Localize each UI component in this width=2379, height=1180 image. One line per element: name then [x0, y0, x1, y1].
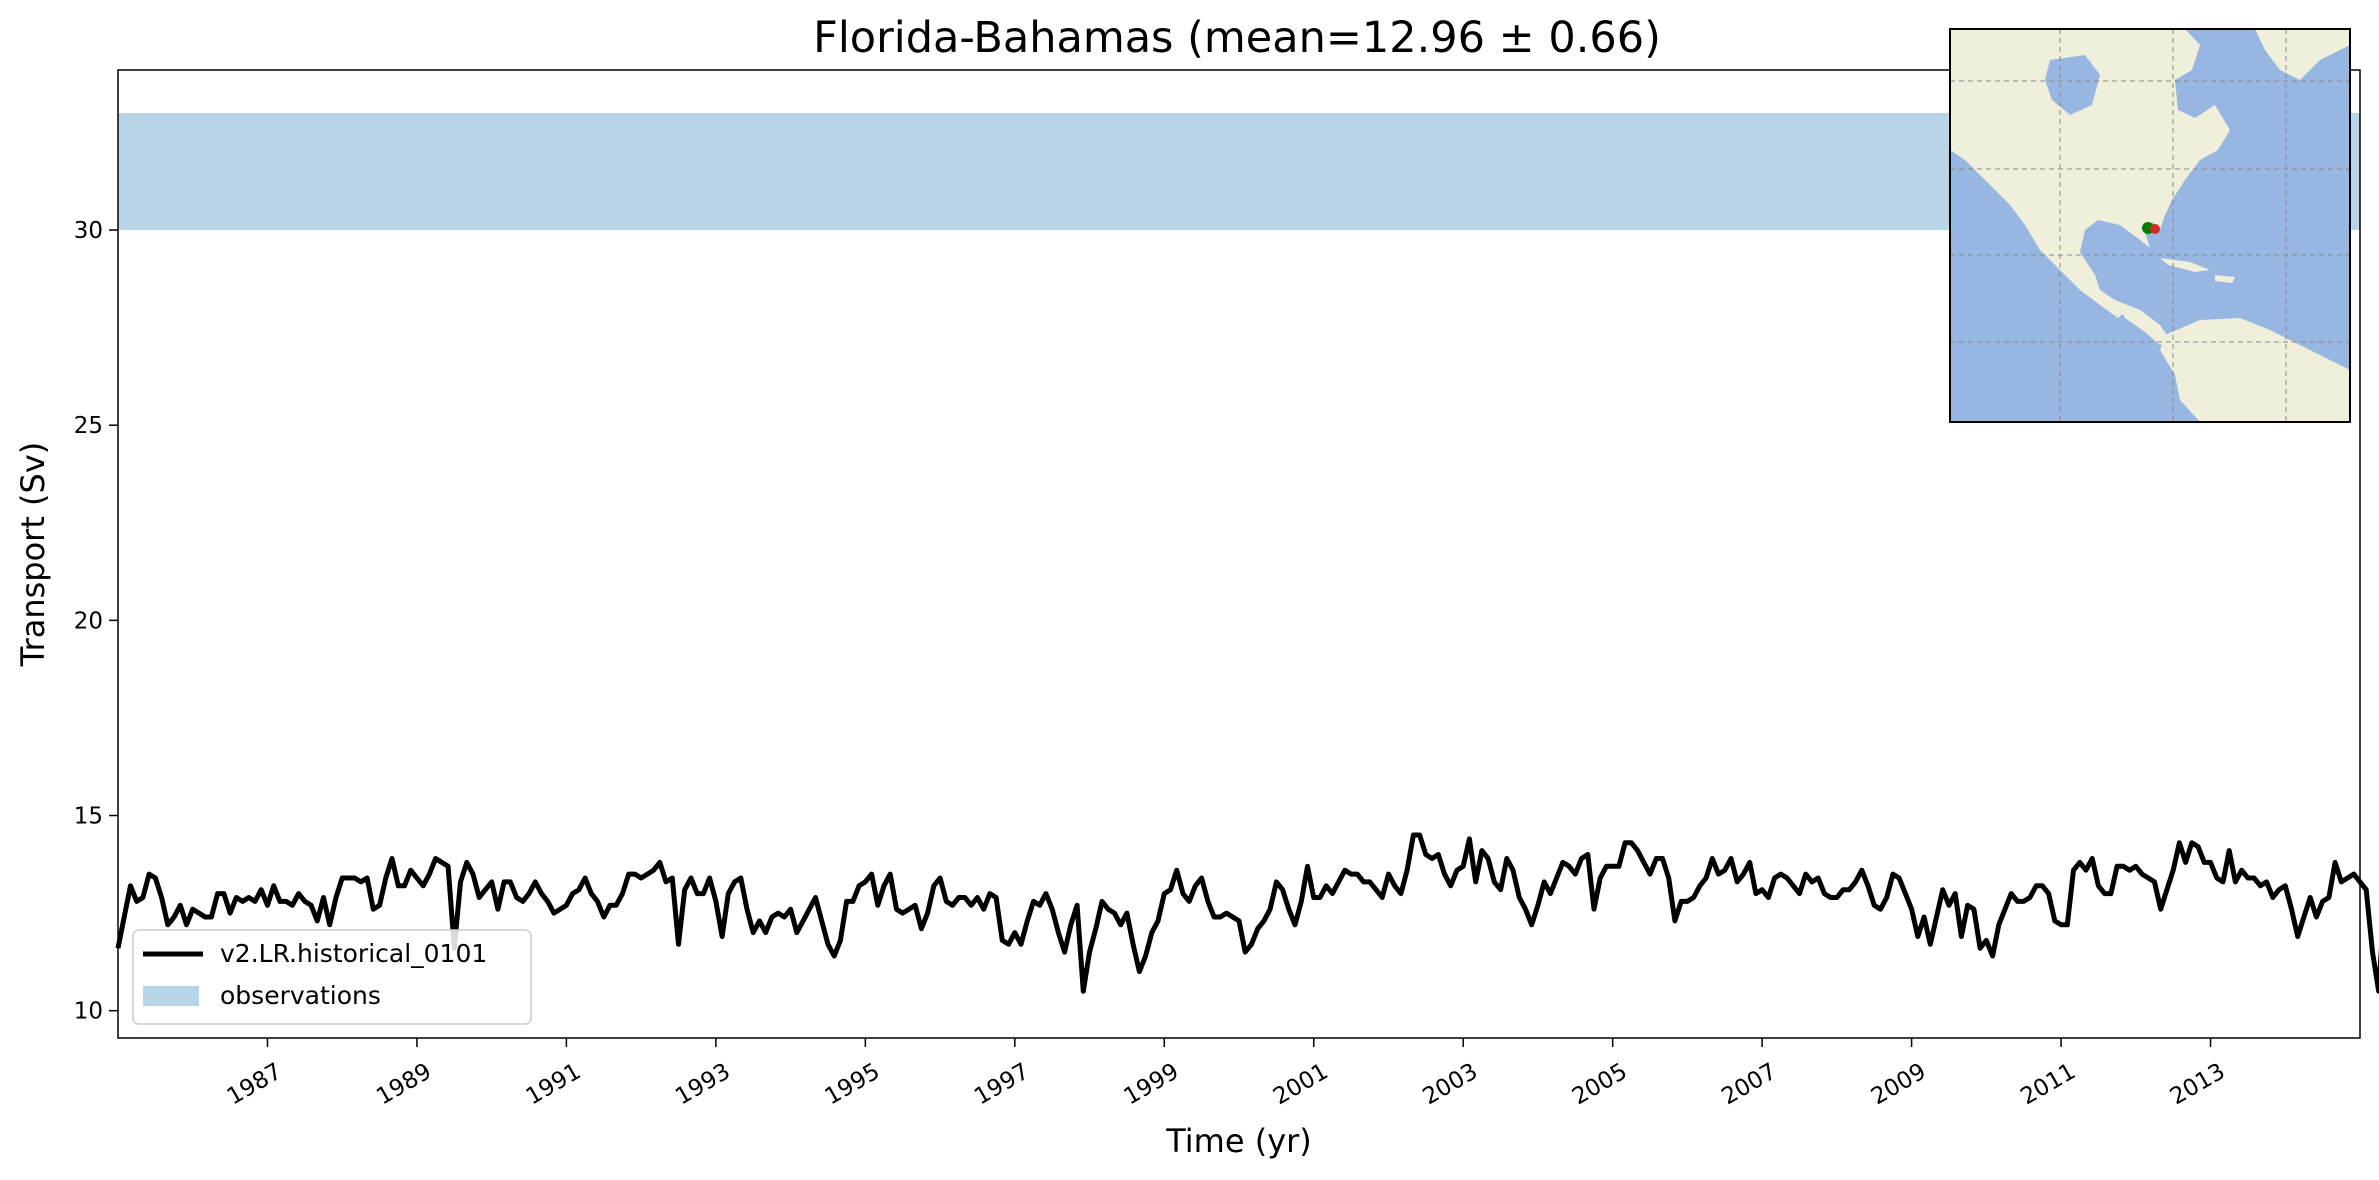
x-tick-label: 1997: [970, 1059, 1034, 1111]
x-tick-label: 1987: [223, 1059, 287, 1111]
central-america-land: [2115, 300, 2170, 345]
south-america-land: [2160, 318, 2350, 422]
y-tick-label: 15: [74, 804, 103, 830]
inset-map-frame: [1949, 28, 2351, 423]
x-tick-label: 2009: [1867, 1059, 1931, 1111]
x-tick-label: 1989: [372, 1059, 436, 1111]
x-tick-label: 2001: [1269, 1059, 1333, 1111]
x-tick-label: 2003: [1418, 1059, 1482, 1111]
north-america-land: [1950, 29, 2230, 318]
legend: v2.LR.historical_0101 observations: [132, 929, 532, 1025]
x-tick-label: 1993: [671, 1059, 735, 1111]
map-land: [1950, 29, 2350, 422]
series-line-historical: [115, 832, 2379, 994]
x-tick-label: 2005: [1568, 1059, 1632, 1111]
y-axis-label: Transport (Sv): [14, 442, 52, 668]
chart-title: Florida-Bahamas (mean=12.96 ± 0.66): [813, 13, 1661, 63]
y-tick-label: 20: [74, 608, 103, 634]
x-tick-label: 1999: [1120, 1059, 1184, 1111]
y-axis: 10 15 20 25 30: [74, 218, 118, 1025]
axes-frame: [117, 69, 2361, 1039]
legend-observations-swatch: [143, 986, 199, 1006]
x-axis: 1987 1989 1991 1993 1995 1997 1999 2001 2003 2005…: [223, 1038, 2230, 1110]
x-tick-label: 2011: [2016, 1059, 2080, 1111]
y-tick-label: 30: [74, 218, 103, 244]
x-axis-label: Time (yr): [1165, 1122, 1312, 1160]
x-tick-label: 1995: [821, 1059, 885, 1111]
hudson-bay: [2045, 55, 2100, 115]
x-tick-label: 2013: [2166, 1059, 2230, 1111]
legend-label-series: v2.LR.historical_0101: [220, 939, 487, 968]
legend-box: [132, 929, 532, 1025]
map-gridlines: [1950, 29, 2350, 422]
end-point-marker: [2150, 224, 2160, 234]
x-tick-label: 2007: [1717, 1059, 1781, 1111]
y-tick-label: 10: [74, 999, 103, 1025]
y-tick-label: 25: [74, 413, 103, 439]
greenland-land: [2255, 29, 2350, 80]
x-tick-label: 1991: [522, 1059, 586, 1111]
hispaniola-land: [2215, 275, 2235, 283]
cuba-land: [2160, 258, 2210, 272]
inset-map: [1949, 28, 2351, 423]
legend-label-observations: observations: [220, 981, 381, 1010]
